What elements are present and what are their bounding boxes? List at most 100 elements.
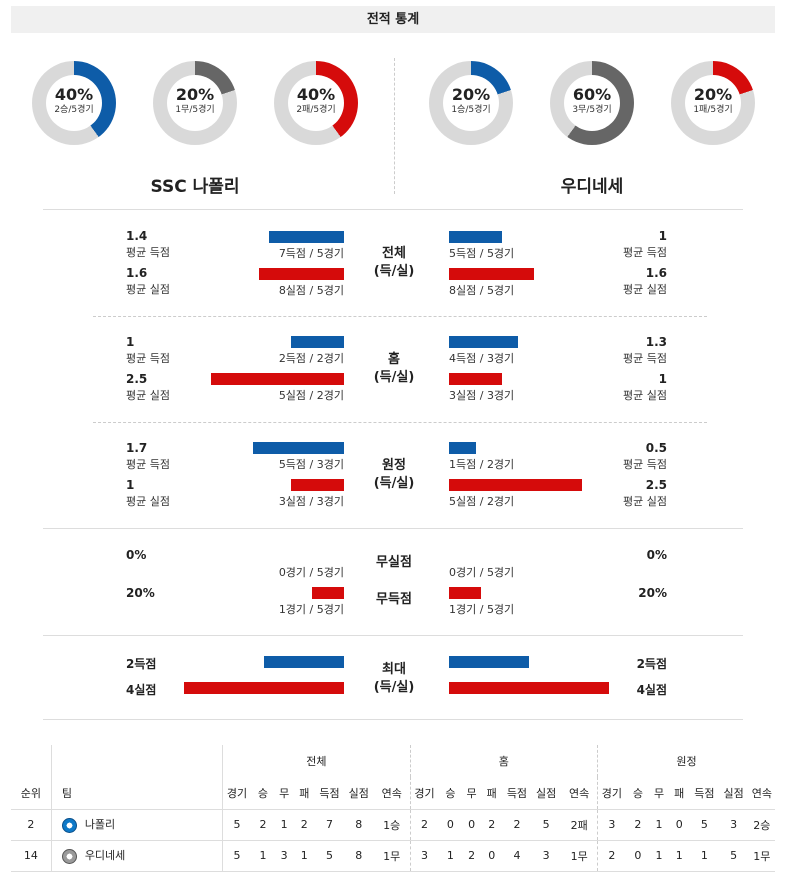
home-avg-scored-value: 1 xyxy=(126,335,135,349)
stat-cell: 7 xyxy=(315,809,344,841)
home-avg-scored-label: 평균 득점 xyxy=(126,352,170,365)
away-conceded-bar-label: 5실점 / 2경기 xyxy=(449,495,515,508)
home-avg-conceded-value: 1.6 xyxy=(126,266,148,280)
away-scored-bar xyxy=(449,336,518,348)
home-max-scored-bar xyxy=(264,656,344,668)
home-team-name: SSC 나폴리 xyxy=(150,177,240,197)
home-avg-conceded-label: 평균 실점 xyxy=(126,495,170,508)
col-games: 경기 xyxy=(409,777,439,810)
col-rank: 순위 xyxy=(11,777,52,810)
divider xyxy=(93,316,707,317)
stat-cell: 5 xyxy=(718,840,749,872)
stat-cell: 5 xyxy=(222,840,251,872)
donut-percent: 20% xyxy=(451,85,491,104)
rank-cell: 2 xyxy=(11,809,52,841)
stat-cell: 1무 xyxy=(748,840,775,872)
stat-cell: 3 xyxy=(531,840,562,872)
stat-cell: 8 xyxy=(343,840,374,872)
home-failed-to-score-bar xyxy=(312,587,344,599)
team-name[interactable]: 나폴리 xyxy=(84,818,116,832)
home-scored-bar xyxy=(291,336,344,348)
stat-cell: 2 xyxy=(250,809,276,841)
donut-sub: 3무/5경기 xyxy=(572,105,612,115)
stat-cell: 1승 xyxy=(373,809,411,841)
home-avg-conceded-value: 2.5 xyxy=(126,372,148,386)
away-failed-to-score-bar-label: 1경기 / 5경기 xyxy=(449,603,515,616)
home-win-donut: 40% 2승/5경기 xyxy=(32,61,116,145)
stat-cell: 5 xyxy=(315,840,344,872)
away-scored-bar-label: 4득점 / 3경기 xyxy=(449,352,515,365)
divider xyxy=(43,719,743,720)
away-avg-scored-label: 평균 득점 xyxy=(623,352,667,365)
stat-cell: 2승 xyxy=(748,809,775,841)
away-conceded-bar xyxy=(449,268,534,280)
away-clean-sheet-bar-label: 0경기 / 5경기 xyxy=(449,566,515,579)
donut-percent: 60% xyxy=(572,85,612,104)
stat-cell: 1 xyxy=(649,840,669,872)
clean-sheet-label: 무실점 xyxy=(376,555,412,570)
away-win-donut: 20% 1승/5경기 xyxy=(429,61,513,145)
away-failed-to-score-bar xyxy=(449,587,481,599)
stat-cell: 1 xyxy=(250,840,276,872)
home-avg-scored-label: 평균 득점 xyxy=(126,458,170,471)
stat-cell: 2패 xyxy=(561,809,598,841)
away-max-scored: 2득점 xyxy=(636,657,667,671)
away-scored-bar xyxy=(449,231,502,243)
donut-sub: 2패/5경기 xyxy=(296,105,336,115)
table-row: 14 우디네세 5 1 3 1 5 8 1무 3 1 2 0 4 3 1무 2 0 1 1 1 5 1무 xyxy=(11,840,775,872)
col-conceded: 실점 xyxy=(343,777,374,810)
team-name[interactable]: 우디네세 xyxy=(84,849,126,863)
donut-sub: 2승/5경기 xyxy=(54,105,94,115)
section-header: 전적 통계 xyxy=(11,6,775,33)
col-streak: 연속 xyxy=(373,777,411,810)
section-label-max: 최대 (득/실) xyxy=(373,662,415,695)
donut-sub: 1무/5경기 xyxy=(175,105,215,115)
col-scored: 득점 xyxy=(690,777,719,810)
col-games: 경기 xyxy=(222,777,251,810)
away-avg-scored-label: 평균 득점 xyxy=(623,458,667,471)
stat-cell: 3 xyxy=(275,840,294,872)
stat-cell: 4 xyxy=(502,840,532,872)
home-scored-bar-label: 2득점 / 2경기 xyxy=(278,352,344,365)
home-conceded-bar-label: 8실점 / 5경기 xyxy=(278,284,344,297)
stat-cell: 3 xyxy=(409,840,439,872)
stat-cell: 1무 xyxy=(561,840,598,872)
home-avg-scored-label: 평균 득점 xyxy=(126,246,170,259)
stat-cell: 8 xyxy=(343,809,374,841)
home-scored-bar xyxy=(253,442,344,454)
section-label-total: 전체 (득/실) xyxy=(373,246,415,279)
standings-table: 전체 홈 원정 순위 팀 경기 승 무 패 득점 실점 연속 경기 승 무 패 득점 실점 연속 경기 승… xyxy=(11,745,775,872)
team-divider xyxy=(394,58,395,194)
away-avg-conceded-label: 평균 실점 xyxy=(623,495,667,508)
home-avg-scored-value: 1.7 xyxy=(126,441,148,455)
home-conceded-bar xyxy=(211,373,344,385)
col-scored: 득점 xyxy=(502,777,532,810)
failed-to-score-label: 무득점 xyxy=(376,592,412,607)
away-scored-bar-label: 1득점 / 2경기 xyxy=(449,458,515,471)
home-max-scored: 2득점 xyxy=(126,657,157,671)
away-conceded-bar xyxy=(449,479,582,491)
stat-cell: 0 xyxy=(462,809,481,841)
team-cell[interactable]: 나폴리 xyxy=(50,809,223,841)
stat-cell: 0 xyxy=(480,840,503,872)
col-conceded: 실점 xyxy=(531,777,562,810)
home-avg-conceded-label: 평균 실점 xyxy=(126,389,170,402)
away-max-conceded-bar xyxy=(449,682,609,694)
divider xyxy=(43,209,743,210)
stat-cell: 1무 xyxy=(373,840,411,872)
col-wins: 승 xyxy=(250,777,276,810)
rank-cell: 14 xyxy=(11,840,52,872)
home-failed-to-score-bar-label: 1경기 / 5경기 xyxy=(278,603,344,616)
col-streak: 연속 xyxy=(561,777,598,810)
team-cell[interactable]: 우디네세 xyxy=(50,840,223,872)
away-team-name: 우디네세 xyxy=(560,177,624,197)
group-header-home: 홈 xyxy=(409,745,598,777)
stat-cell: 2 xyxy=(462,840,481,872)
stat-cell: 1 xyxy=(438,840,463,872)
group-header-total: 전체 xyxy=(222,745,411,777)
home-loss-donut: 40% 2패/5경기 xyxy=(274,61,358,145)
section-label-away: 원정 (득/실) xyxy=(373,458,415,491)
donut-percent: 40% xyxy=(296,85,336,104)
stat-cell: 2 xyxy=(625,809,650,841)
home-draw-donut: 20% 1무/5경기 xyxy=(153,61,237,145)
